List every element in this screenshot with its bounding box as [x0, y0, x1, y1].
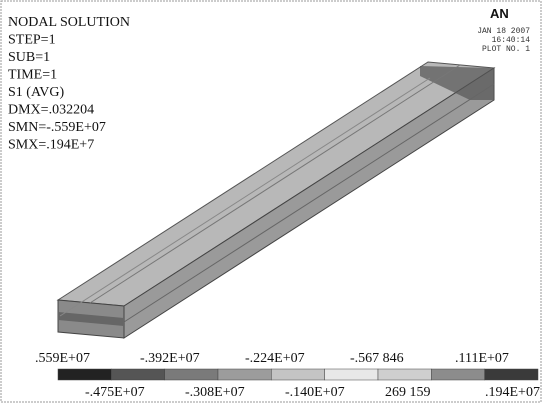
legend-bottom-label: .194E+07: [485, 385, 540, 400]
color-segment: [217, 368, 272, 381]
info-line: SMX=.194E+7: [8, 138, 94, 153]
logo: AN: [490, 6, 509, 21]
legend-bottom-label: -.140E+07: [285, 385, 345, 400]
legend-top-label: -.567 846: [350, 351, 404, 366]
info-line: STEP=1: [8, 33, 56, 48]
info-line: S1 (AVG): [8, 85, 64, 100]
color-segment: [484, 368, 539, 381]
color-segment: [324, 368, 379, 381]
legend-top-label: .559E+07: [35, 351, 90, 366]
solution-info: NODAL SOLUTION STEP=1 SUB=1 TIME=1 S1 (AVG) D…: [8, 15, 130, 153]
stamp-line: PLOT NO. 1: [482, 45, 530, 54]
legend-top-label: .111E+07: [455, 351, 509, 366]
legend-bottom-label: -.475E+07: [85, 385, 145, 400]
info-line: NODAL SOLUTION: [8, 15, 130, 30]
color-segment: [57, 368, 112, 381]
color-bar: [57, 368, 539, 381]
legend-top-label: -.224E+07: [245, 351, 305, 366]
color-segment: [431, 368, 485, 381]
info-line: SUB=1: [8, 50, 50, 65]
color-segment: [164, 368, 219, 381]
info-line: TIME=1: [8, 68, 57, 83]
legend-bottom-label: -.308E+07: [185, 385, 245, 400]
stamp-line: 16:40:14: [492, 36, 531, 45]
color-segment: [377, 368, 432, 381]
stamp-line: JAN 18 2007: [477, 27, 530, 36]
color-segment: [111, 368, 165, 381]
legend-top-label: -.392E+07: [140, 351, 200, 366]
color-segment: [271, 368, 325, 381]
legend-bottom-label: 269 159: [385, 385, 431, 400]
legend-labels: .559E+07 -.392E+07 -.224E+07 -.567 846 .111E…: [35, 351, 540, 400]
beam-model: [56, 61, 496, 339]
info-line: DMX=.032204: [8, 103, 94, 118]
info-line: SMN=-.559E+07: [8, 120, 106, 135]
